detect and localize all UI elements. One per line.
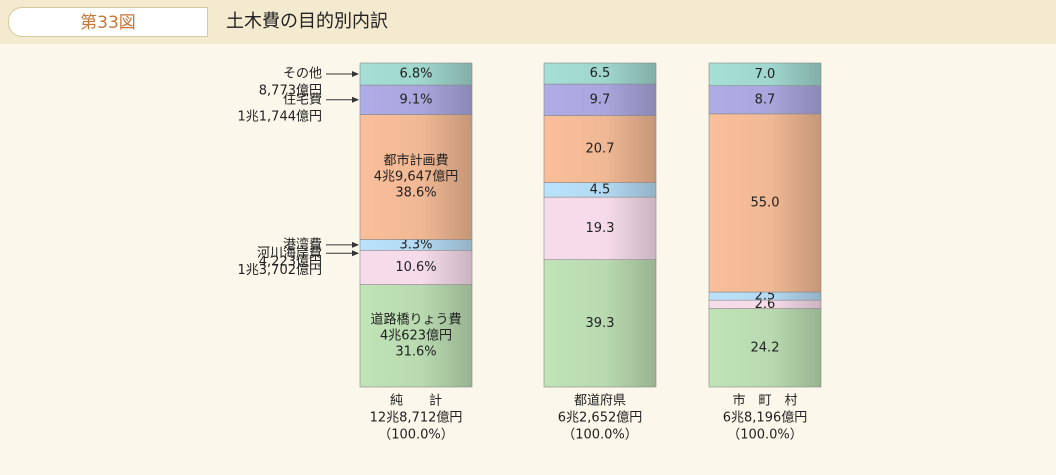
pointer-arrowhead (352, 96, 359, 103)
column-label: （100.0%） (378, 428, 454, 443)
bar-segment-label: 4.5 (590, 182, 611, 197)
bar-segment (359, 114, 473, 240)
bar-segment-label: 8.7 (755, 92, 776, 107)
column-label: 6兆8,196億円 (723, 410, 808, 426)
bar-segment-label: 9.1% (399, 92, 432, 107)
column-label: 市 町 村 (732, 393, 797, 409)
bar-segment-label: 4兆623億円 (380, 327, 452, 343)
bar-segment (708, 308, 822, 388)
bar-segment (359, 62, 473, 86)
category-side-label: 4,223億円 (259, 253, 322, 269)
category-side-label: その他 (283, 67, 322, 82)
chart-panel: 道路橋りょう費 4兆623億円 31.6% 10.6% 3.3% 都市計画費 4兆9,647… (8, 45, 1048, 470)
bar-segment-label: 24.2 (751, 340, 780, 355)
bar-segment-label: 9.7 (590, 92, 611, 107)
bar-segment (543, 259, 657, 388)
pointer-arrowhead (352, 241, 359, 248)
category-side-label: 河川海岸費 (257, 246, 322, 261)
bar-segment-label: 10.6% (395, 260, 436, 275)
bar-segment-label: 39.3 (586, 316, 615, 331)
bar-segment (543, 196, 657, 260)
figure-number-badge: 第33図 (8, 7, 208, 37)
bar-segment-label: 38.6% (395, 186, 436, 201)
bar-segment (359, 249, 473, 285)
bar-segment-label: 3.3% (399, 237, 432, 252)
bar-segment (708, 62, 822, 86)
bar-segment-label: 6.5 (590, 66, 611, 81)
category-side-label: 住宅費 (283, 92, 322, 107)
chart-title: 土木費の目的別内訳 (226, 11, 388, 32)
category-side-label: 8,773億円 (259, 83, 322, 99)
bar-segment (543, 115, 657, 183)
bar-segment-label: 31.6% (395, 344, 436, 359)
bar-segment (543, 83, 657, 116)
bar-segment (708, 113, 822, 293)
bar-segment (543, 62, 657, 85)
bar-segment-label: 道路橋りょう費 (370, 311, 461, 327)
bar-segment (708, 85, 822, 115)
column-label: 12兆8,712億円 (370, 410, 463, 426)
column-label: （100.0%） (727, 428, 803, 443)
bar-segment-label: 20.7 (586, 142, 615, 157)
bar-segment-label: 19.3 (586, 221, 615, 236)
column-label: 6兆2,652億円 (558, 410, 643, 426)
bar-segment-label: 都市計画費 (383, 153, 448, 169)
bar-segment-label: 7.0 (755, 67, 776, 82)
bar-segment-label: 55.0 (751, 195, 780, 210)
pointer-arrowhead (352, 250, 359, 257)
category-side-label: 1兆1,744億円 (238, 108, 323, 124)
bar-segment-label: 2.6 (755, 297, 776, 312)
column-label: 都道府県 (574, 394, 626, 409)
bar-segment (359, 284, 473, 388)
bar-segment-label: 4兆9,647億円 (374, 169, 459, 185)
pointer-arrowhead (352, 71, 359, 78)
bar-segment-label: 6.8% (399, 67, 432, 82)
category-side-label: 港湾費 (283, 236, 322, 252)
column-label: （100.0%） (562, 428, 638, 443)
header-bar: 第33図 土木費の目的別内訳 (0, 0, 1056, 44)
column-label: 純 計 (390, 393, 442, 409)
category-side-label: 1兆3,702億円 (238, 262, 323, 278)
